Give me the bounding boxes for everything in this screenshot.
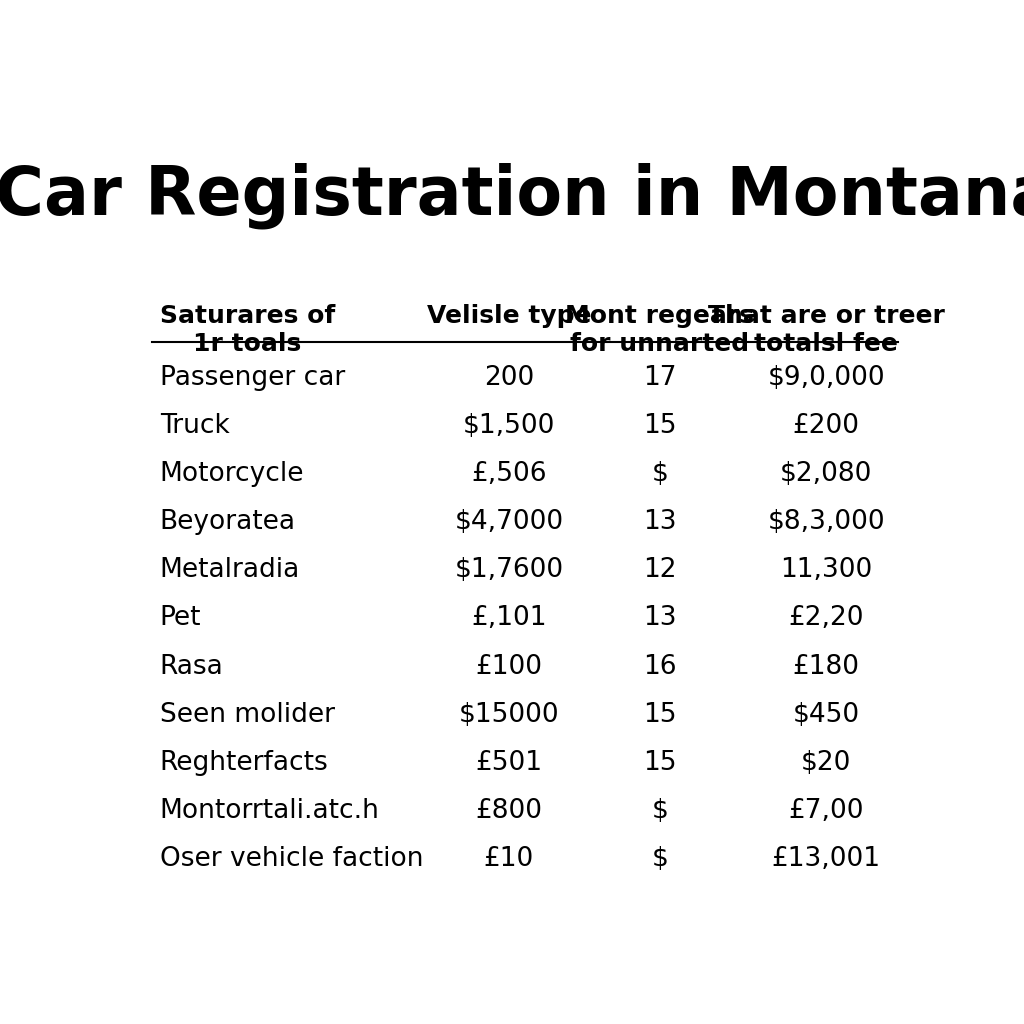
Text: $1,500: $1,500: [463, 413, 555, 439]
Text: $: $: [651, 846, 668, 871]
Text: £800: £800: [475, 798, 543, 824]
Text: 11,300: 11,300: [780, 557, 872, 584]
Text: Passenger car: Passenger car: [160, 365, 345, 391]
Text: Car Registration in Montana: Car Registration in Montana: [0, 163, 1024, 228]
Text: Truck: Truck: [160, 413, 229, 439]
Text: £2,20: £2,20: [788, 605, 864, 632]
Text: 17: 17: [643, 365, 677, 391]
Text: 12: 12: [643, 557, 677, 584]
Text: 13: 13: [643, 605, 677, 632]
Text: 13: 13: [643, 509, 677, 536]
Text: $1,7600: $1,7600: [455, 557, 563, 584]
Text: £100: £100: [475, 653, 543, 680]
Text: Oser vehicle faction: Oser vehicle faction: [160, 846, 423, 871]
Text: 15: 15: [643, 701, 677, 728]
Text: $4,7000: $4,7000: [455, 509, 563, 536]
Text: 200: 200: [483, 365, 535, 391]
Text: $2,080: $2,080: [780, 461, 872, 487]
Text: $8,3,000: $8,3,000: [768, 509, 885, 536]
Text: Saturares of
1r toals: Saturares of 1r toals: [160, 304, 335, 356]
Text: Rasa: Rasa: [160, 653, 223, 680]
Text: £501: £501: [475, 750, 543, 776]
Text: Motorcycle: Motorcycle: [160, 461, 304, 487]
Text: £,101: £,101: [471, 605, 547, 632]
Text: $9,0,000: $9,0,000: [768, 365, 885, 391]
Text: $15000: $15000: [459, 701, 559, 728]
Text: Beyoratea: Beyoratea: [160, 509, 296, 536]
Text: Metalradia: Metalradia: [160, 557, 300, 584]
Text: £200: £200: [793, 413, 860, 439]
Text: Montorrtali.atc.h: Montorrtali.atc.h: [160, 798, 380, 824]
Text: £10: £10: [483, 846, 535, 871]
Text: £7,00: £7,00: [788, 798, 864, 824]
Text: $: $: [651, 798, 668, 824]
Text: £180: £180: [793, 653, 860, 680]
Text: Reghterfacts: Reghterfacts: [160, 750, 329, 776]
Text: 16: 16: [643, 653, 677, 680]
Text: $20: $20: [801, 750, 852, 776]
Text: £13,001: £13,001: [772, 846, 881, 871]
Text: 15: 15: [643, 750, 677, 776]
Text: Seen molider: Seen molider: [160, 701, 335, 728]
Text: That are or treer
totalsl fee: That are or treer totalsl fee: [708, 304, 945, 356]
Text: 15: 15: [643, 413, 677, 439]
Text: $450: $450: [793, 701, 860, 728]
Text: Mont regears
for unnarted: Mont regears for unnarted: [565, 304, 755, 356]
Text: Pet: Pet: [160, 605, 202, 632]
Text: £,506: £,506: [471, 461, 547, 487]
Text: Velisle type: Velisle type: [427, 304, 591, 329]
Text: $: $: [651, 461, 668, 487]
